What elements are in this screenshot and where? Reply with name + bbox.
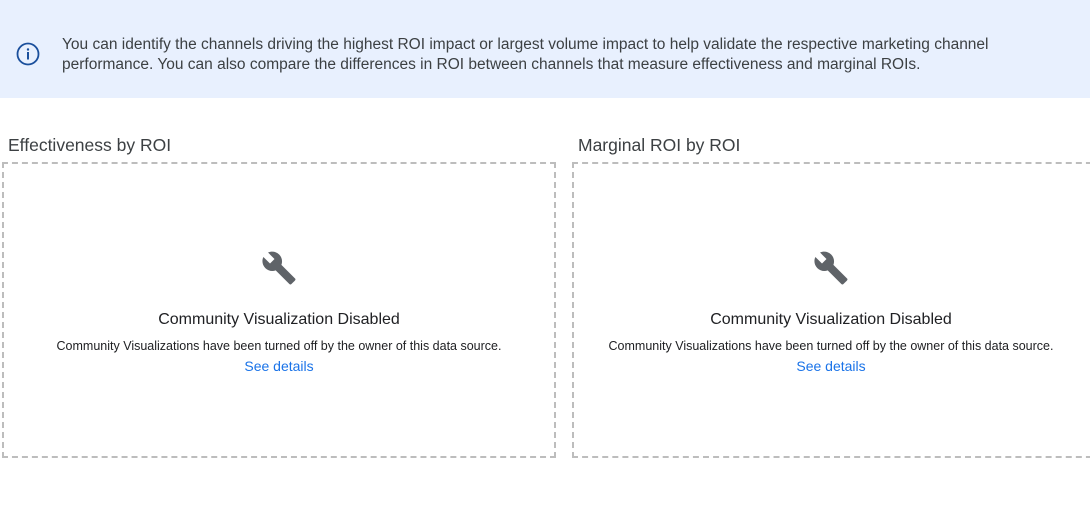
disabled-message: Community Visualizations have been turne… xyxy=(56,339,502,353)
disabled-heading: Community Visualization Disabled xyxy=(158,311,400,328)
panel-title-marginal-roi: Marginal ROI by ROI xyxy=(578,135,741,155)
wrench-icon xyxy=(262,251,296,285)
effectiveness-chart-panel: Community Visualization Disabled Communi… xyxy=(2,162,556,458)
wrench-icon xyxy=(814,251,848,285)
info-icon xyxy=(16,42,40,66)
disabled-heading: Community Visualization Disabled xyxy=(710,311,952,328)
banner-text: You can identify the channels driving th… xyxy=(62,36,989,73)
marginal-roi-chart-panel: Community Visualization Disabled Communi… xyxy=(572,162,1090,458)
info-banner: You can identify the channels driving th… xyxy=(0,0,1090,98)
panel-title-effectiveness: Effectiveness by ROI xyxy=(8,135,172,155)
disabled-message: Community Visualizations have been turne… xyxy=(608,339,1054,353)
see-details-link[interactable]: See details xyxy=(796,358,866,374)
see-details-link[interactable]: See details xyxy=(244,358,314,374)
